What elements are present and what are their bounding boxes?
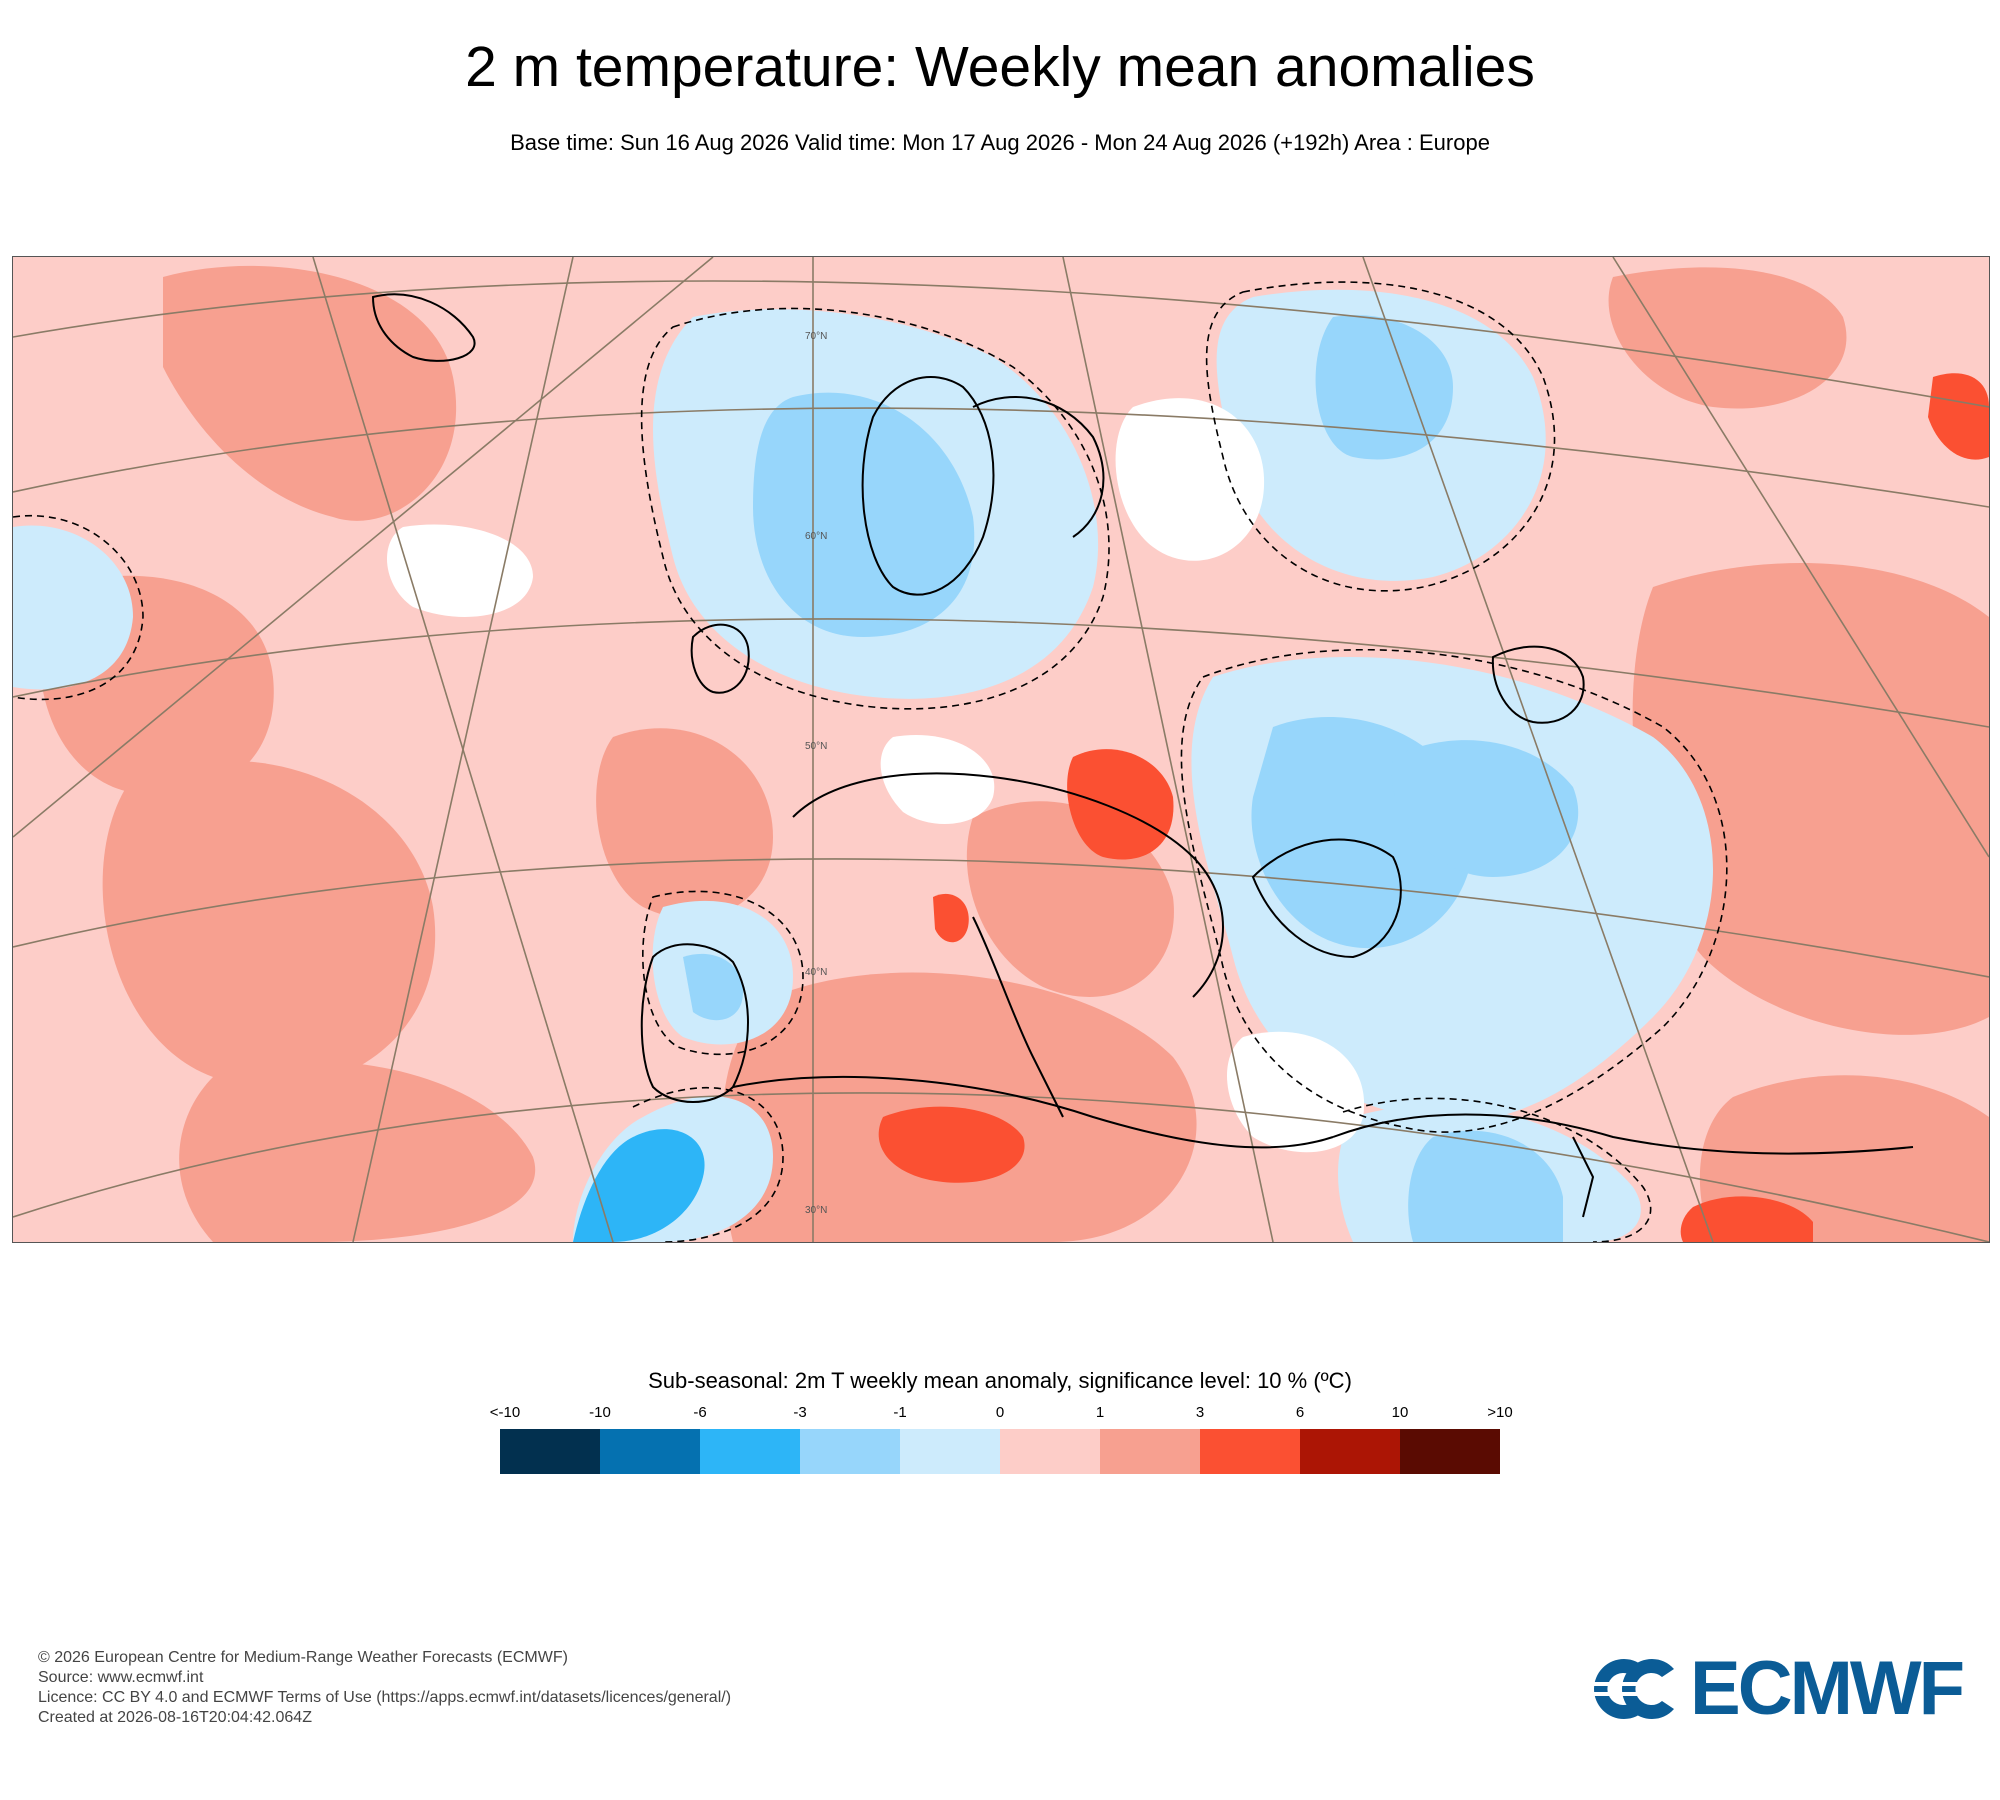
legend-label: >10 bbox=[1487, 1404, 1513, 1421]
legend-label: 10 bbox=[1391, 1404, 1409, 1421]
legend-label: -3 bbox=[793, 1404, 807, 1421]
latitude-label-60n: 60°N bbox=[805, 531, 827, 542]
ecmwf-logo-text: ECMWF bbox=[1690, 1646, 1965, 1731]
latitude-label-30n: 30°N bbox=[805, 1205, 827, 1216]
copyright-text: © 2026 European Centre for Medium-Range … bbox=[38, 1649, 568, 1666]
legend-label: 6 bbox=[1295, 1404, 1305, 1421]
legend-swatch bbox=[800, 1429, 900, 1474]
footer-credits: © 2026 European Centre for Medium-Range … bbox=[38, 1648, 731, 1728]
latitude-label-50n: 50°N bbox=[805, 741, 827, 752]
legend-title: Sub-seasonal: 2m T weekly mean anomaly, … bbox=[648, 1368, 1352, 1393]
ecmwf-logo-icon bbox=[1590, 1659, 1674, 1719]
legend-label: -10 bbox=[589, 1404, 611, 1421]
coastlines bbox=[371, 293, 1914, 1218]
chart-title: 2 m temperature: Weekly mean anomalies bbox=[465, 35, 1535, 99]
legend-swatch bbox=[1000, 1429, 1100, 1474]
cold-anomaly-regions bbox=[683, 315, 1579, 1242]
latitude-label-70n: 70°N bbox=[805, 331, 827, 342]
source-text: Source: www.ecmwf.int bbox=[38, 1669, 204, 1686]
map-svg: 70°N 60°N 50°N 40°N 30°N bbox=[13, 257, 1989, 1242]
very-cold-anomaly-regions bbox=[573, 1129, 705, 1242]
legend-swatch bbox=[900, 1429, 1000, 1474]
legend-swatch bbox=[1400, 1429, 1500, 1474]
hot-anomaly-regions bbox=[878, 373, 1989, 1242]
legend-label: 1 bbox=[1095, 1404, 1105, 1421]
graticule-lines bbox=[13, 257, 1989, 1242]
legend-label: <-10 bbox=[489, 1404, 521, 1421]
created-text: Created at 2026-08-16T20:04:42.064Z bbox=[38, 1709, 312, 1726]
legend-label: -1 bbox=[893, 1404, 907, 1421]
legend-label: 0 bbox=[995, 1404, 1005, 1421]
legend-swatch bbox=[1200, 1429, 1300, 1474]
cool-anomaly-regions bbox=[13, 289, 1713, 1242]
legend-swatch bbox=[500, 1429, 600, 1474]
neutral-regions bbox=[386, 398, 1365, 1153]
legend-swatch bbox=[600, 1429, 700, 1474]
legend-label: 3 bbox=[1195, 1404, 1205, 1421]
significance-contours bbox=[13, 281, 1728, 1242]
anomaly-map: 70°N 60°N 50°N 40°N 30°N bbox=[12, 256, 1990, 1243]
ecmwf-logo: ECMWF bbox=[1590, 1646, 1966, 1731]
legend-colorbar bbox=[500, 1429, 1500, 1474]
legend-labels: <-10 -10 -6 -3 -1 0 1 3 6 10 >10 bbox=[0, 1404, 2000, 1422]
legend-swatch bbox=[700, 1429, 800, 1474]
licence-text: Licence: CC BY 4.0 and ECMWF Terms of Us… bbox=[38, 1689, 732, 1706]
latitude-label-40n: 40°N bbox=[805, 967, 827, 978]
legend-label: -6 bbox=[693, 1404, 707, 1421]
legend-swatch bbox=[1100, 1429, 1200, 1474]
chart-subtitle: Base time: Sun 16 Aug 2026 Valid time: M… bbox=[510, 130, 1490, 155]
legend-swatch bbox=[1300, 1429, 1400, 1474]
